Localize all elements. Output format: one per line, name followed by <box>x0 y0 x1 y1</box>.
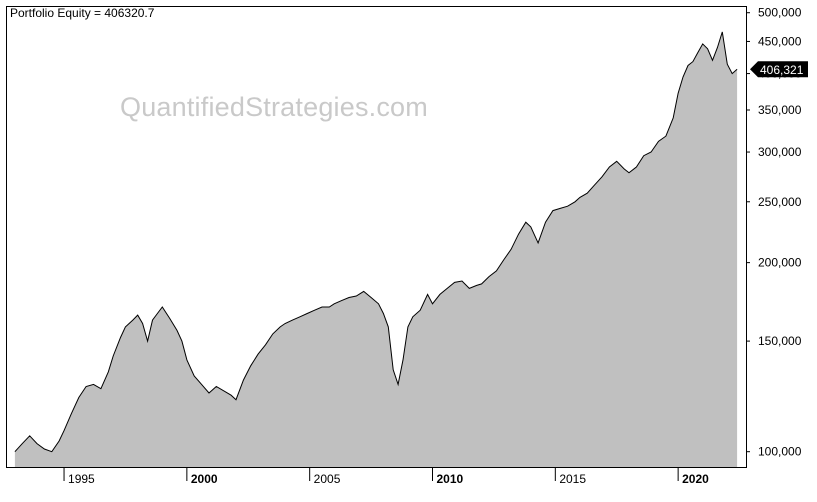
y-tick-label: 100,000 <box>758 445 802 459</box>
last-value-badge <box>750 61 808 78</box>
equity-line <box>14 31 738 453</box>
y-tick-label: 250,000 <box>758 195 802 209</box>
x-tick-label: 1995 <box>68 472 95 486</box>
x-tick-label: 2000 <box>191 472 218 486</box>
axes-layer <box>6 6 747 468</box>
last-value-label: 406,321 <box>760 63 804 77</box>
y-tick-label: 200,000 <box>758 256 802 270</box>
x-axis-ticks: 1995 2000 2005 2010 2015 2020 <box>63 467 709 486</box>
line-layer <box>14 31 738 453</box>
x-tick-label: 2015 <box>559 472 586 486</box>
y-tick-label: 350,000 <box>758 103 802 117</box>
x-tick-label: 2005 <box>314 472 341 486</box>
x-tick-label: 2020 <box>682 472 709 486</box>
y-tick-label: 150,000 <box>758 334 802 348</box>
x-tick-label: 2010 <box>436 472 463 486</box>
y-tick-label: 500,000 <box>758 6 802 20</box>
watermark: QuantifiedStrategies.com <box>120 92 428 122</box>
area-layer <box>14 31 738 468</box>
y-tick-label: 300,000 <box>758 145 802 159</box>
y-tick-label: 450,000 <box>758 34 802 48</box>
last-value-label-group: 406,321 <box>750 61 808 78</box>
chart-title: Portfolio Equity = 406320.7 <box>10 6 155 20</box>
equity-area <box>14 31 738 468</box>
